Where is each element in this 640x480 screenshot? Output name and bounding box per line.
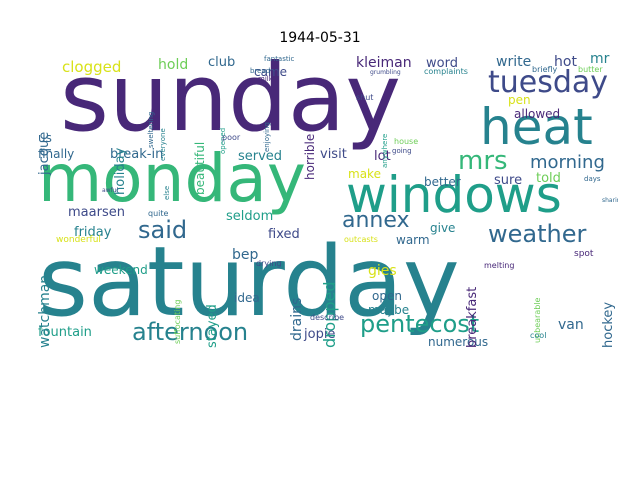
word-watchman: watchman — [38, 274, 53, 348]
word-heat: heat — [480, 98, 593, 156]
word-cool: cool — [530, 331, 547, 340]
word-outcasts: outcasts — [344, 235, 378, 244]
word-house: house — [394, 137, 419, 146]
word-open: open — [372, 289, 402, 303]
word-morning: morning — [530, 152, 605, 173]
word-hockey: hockey — [601, 301, 616, 348]
word-sure: sure — [494, 173, 523, 188]
word-bread: bread — [250, 67, 271, 75]
word-maybe: maybe — [368, 303, 410, 317]
word-jopie: jopie — [304, 327, 336, 342]
word-idea: idea — [234, 291, 260, 305]
word-monday: monday — [38, 140, 306, 217]
word-weather: weather — [488, 220, 587, 248]
word-complaints: complaints — [424, 67, 468, 76]
word-write: write — [496, 54, 532, 70]
word-came: came — [254, 65, 288, 79]
word-pentecost: pentecost — [360, 310, 480, 338]
word-stayed: stayed — [205, 304, 220, 348]
word-jacque: jacque — [38, 131, 52, 175]
word-sunday: sunday — [60, 52, 402, 153]
word-cloud: saturday sunday monday windows heat tues… — [38, 52, 618, 348]
word-mrs: mrs — [458, 146, 508, 176]
word-grumbling: grumbling — [370, 69, 401, 76]
word-maarsen: maarsen — [68, 205, 125, 220]
word-pen: pen — [508, 93, 531, 107]
word-everyone: everyone — [159, 128, 167, 161]
word-enjoying: enjoying — [263, 122, 271, 152]
word-fantastic: fantastic — [264, 55, 295, 63]
word-days: days — [584, 175, 601, 183]
word-breakfast: breakfast — [465, 286, 480, 348]
word-saturday: saturday — [38, 226, 460, 338]
word-kleiman: kleiman — [356, 55, 412, 71]
word-drying: drying — [256, 259, 282, 268]
word-clogged: clogged — [62, 58, 122, 76]
word-going: going — [392, 147, 412, 155]
word-awful: awful — [102, 187, 119, 194]
word-suffocating: suffocating — [173, 299, 182, 344]
word-fountain: fountain — [38, 325, 92, 340]
word-annex: annex — [342, 208, 410, 233]
word-make: make — [348, 167, 381, 181]
word-wonderful: wonderful — [56, 235, 101, 245]
word-lot: lot — [374, 149, 391, 164]
word-horrible: horrible — [303, 133, 317, 180]
word-better: better — [424, 175, 461, 189]
word-give: give — [430, 221, 456, 235]
word-said: said — [138, 216, 188, 244]
word-served: served — [238, 149, 283, 164]
word-hold: hold — [158, 57, 189, 73]
word-fixed: fixed — [268, 227, 300, 242]
word-melting: melting — [484, 261, 515, 270]
word-hot: hot — [554, 54, 577, 70]
word-numerous: numerous — [428, 335, 489, 348]
word-milk: milk — [258, 75, 273, 83]
word-told: told — [536, 171, 561, 186]
word-shut: shut — [356, 93, 374, 102]
word-allowed: allowed — [514, 107, 561, 121]
word-afternoon: afternoon — [132, 318, 249, 346]
word-beautiful: beautiful — [193, 141, 207, 195]
word-club: club — [208, 55, 236, 70]
word-seldom: seldom — [226, 209, 274, 224]
word-warm: warm — [396, 233, 430, 247]
word-poor: poor — [222, 133, 241, 142]
page-title: 1944-05-31 — [279, 30, 361, 46]
word-butter: butter — [578, 65, 603, 74]
word-briefly: briefly — [532, 65, 558, 74]
word-visit: visit — [320, 147, 347, 162]
word-friday: friday — [74, 225, 112, 240]
word-spot: spot — [574, 249, 594, 259]
word-anywhere: anywhere — [381, 133, 389, 168]
word-quite: quite — [148, 209, 169, 218]
word-tuesday: tuesday — [488, 65, 609, 100]
word-gies: gies — [368, 263, 397, 279]
word-finally: finally — [38, 147, 75, 161]
word-weekend: weekend — [94, 263, 148, 277]
word-windows: windows — [346, 166, 562, 224]
word-describe: describe — [310, 313, 345, 322]
word-sweltering: sweltering — [147, 111, 155, 148]
word-drains: drains — [289, 297, 305, 341]
word-mr: mr — [590, 52, 610, 67]
word-us: us — [38, 131, 52, 145]
word-sharing: sharing — [602, 197, 618, 204]
word-bep: bep — [232, 247, 259, 263]
word-word: word — [426, 56, 458, 71]
word-else: else — [163, 185, 171, 200]
word-van: van — [558, 317, 584, 333]
word-break-in: break-in — [110, 147, 164, 162]
